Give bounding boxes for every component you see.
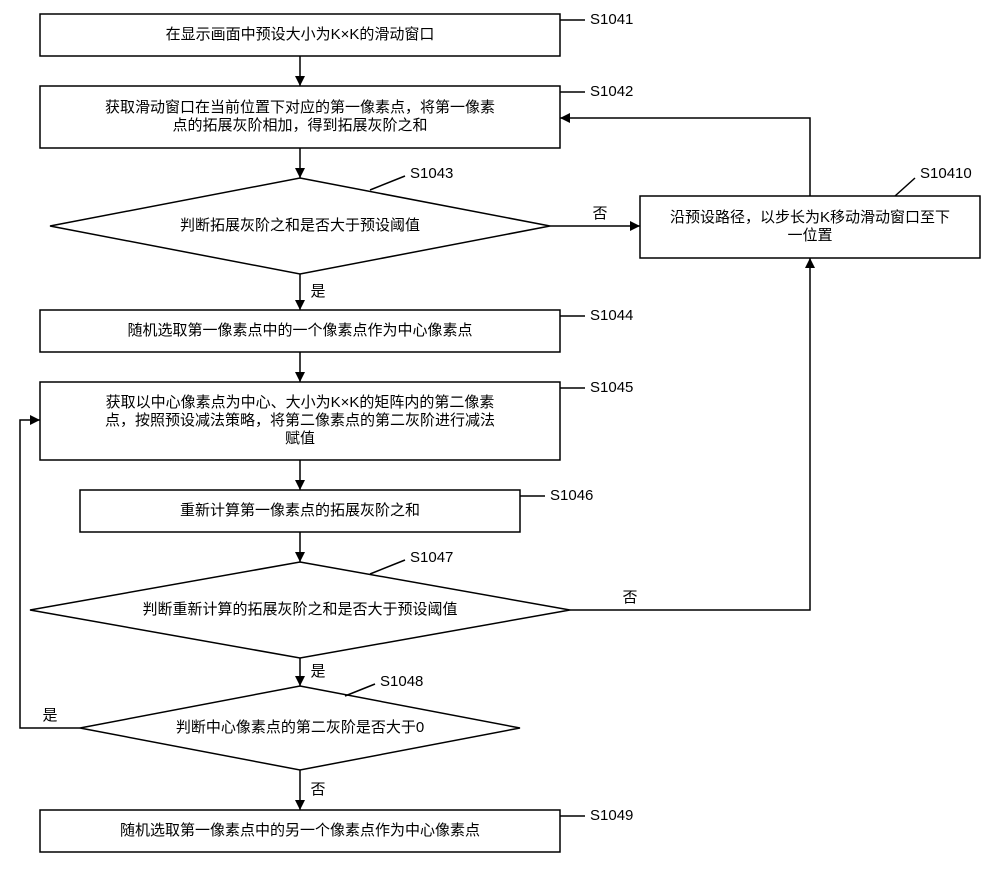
edge-label: 是	[310, 663, 325, 680]
arrow-head	[295, 800, 305, 810]
node-s1047: 判断重新计算的拓展灰阶之和是否大于预设阈值 S1047	[30, 549, 570, 658]
arrow-head	[805, 258, 815, 268]
node-text: 判断中心像素点的第二灰阶是否大于0	[176, 718, 424, 736]
edge-label: 是	[42, 707, 57, 724]
arrow-head	[295, 480, 305, 490]
node-text: 获取以中心像素点为中心、大小为K×K的矩阵内的第二像素	[106, 393, 495, 411]
edge-label: 否	[310, 781, 325, 798]
step-label: S1048	[380, 673, 423, 690]
step-label: S1044	[590, 307, 633, 324]
node-text: 点的拓展灰阶相加，得到拓展灰阶之和	[172, 117, 427, 134]
arrow-head	[30, 415, 40, 425]
step-label: S1046	[550, 487, 593, 504]
arrow-head	[295, 676, 305, 686]
step-label: S1045	[590, 379, 633, 396]
step-label: S1043	[410, 165, 453, 182]
step-label: S1047	[410, 549, 453, 566]
arrow-head	[295, 76, 305, 86]
arrow-head	[295, 372, 305, 382]
node-text: 点，按照预设减法策略，将第二像素点的第二灰阶进行减法	[105, 411, 495, 429]
node-text: 判断拓展灰阶之和是否大于预设阈值	[180, 217, 420, 234]
label-leader	[370, 176, 405, 190]
step-label: S1042	[590, 83, 633, 100]
node-s1043: 判断拓展灰阶之和是否大于预设阈值 S1043	[50, 165, 550, 274]
flow-edge	[560, 118, 810, 196]
step-label: S10410	[920, 165, 972, 182]
step-label: S1049	[590, 807, 633, 824]
node-text: 一位置	[787, 227, 832, 244]
node-text: 在显示画面中预设大小为K×K的滑动窗口	[166, 25, 435, 43]
edge-label: 是	[310, 283, 325, 300]
node-text: 赋值	[285, 430, 315, 447]
arrow-head	[630, 221, 640, 231]
node-s1042: 获取滑动窗口在当前位置下对应的第一像素点，将第一像素点的拓展灰阶相加，得到拓展灰…	[40, 83, 633, 148]
arrow-head	[295, 300, 305, 310]
node-s1048: 判断中心像素点的第二灰阶是否大于0 S1048	[80, 673, 520, 770]
arrow-head	[295, 552, 305, 562]
node-text: 获取滑动窗口在当前位置下对应的第一像素点，将第一像素	[105, 98, 495, 116]
flow-edge	[20, 420, 80, 728]
node-s1046: 重新计算第一像素点的拓展灰阶之和 S1046	[80, 487, 593, 532]
step-label: S1041	[590, 11, 633, 28]
node-s1049: 随机选取第一像素点中的另一个像素点作为中心像素点 S1049	[40, 807, 633, 852]
node-s1044: 随机选取第一像素点中的一个像素点作为中心像素点 S1044	[40, 307, 633, 352]
node-text: 随机选取第一像素点中的另一个像素点作为中心像素点	[120, 821, 480, 839]
label-leader	[370, 560, 405, 574]
flowchart-canvas: 是否是否否是在显示画面中预设大小为K×K的滑动窗口S1041获取滑动窗口在当前位…	[0, 0, 1000, 877]
label-leader	[895, 178, 915, 196]
arrow-head	[295, 168, 305, 178]
node-text: 沿预设路径，以步长为K移动滑动窗口至下	[670, 208, 950, 226]
node-s1041: 在显示画面中预设大小为K×K的滑动窗口 S1041	[40, 11, 633, 56]
node-text: 重新计算第一像素点的拓展灰阶之和	[180, 501, 420, 519]
edge-label: 否	[592, 205, 607, 222]
node-s1045: 获取以中心像素点为中心、大小为K×K的矩阵内的第二像素点，按照预设减法策略，将第…	[40, 379, 633, 460]
label-leader	[345, 684, 375, 696]
edge-label: 否	[622, 589, 637, 606]
arrow-head	[560, 113, 570, 123]
node-text: 随机选取第一像素点中的一个像素点作为中心像素点	[127, 321, 472, 339]
node-text: 判断重新计算的拓展灰阶之和是否大于预设阈值	[142, 600, 457, 618]
